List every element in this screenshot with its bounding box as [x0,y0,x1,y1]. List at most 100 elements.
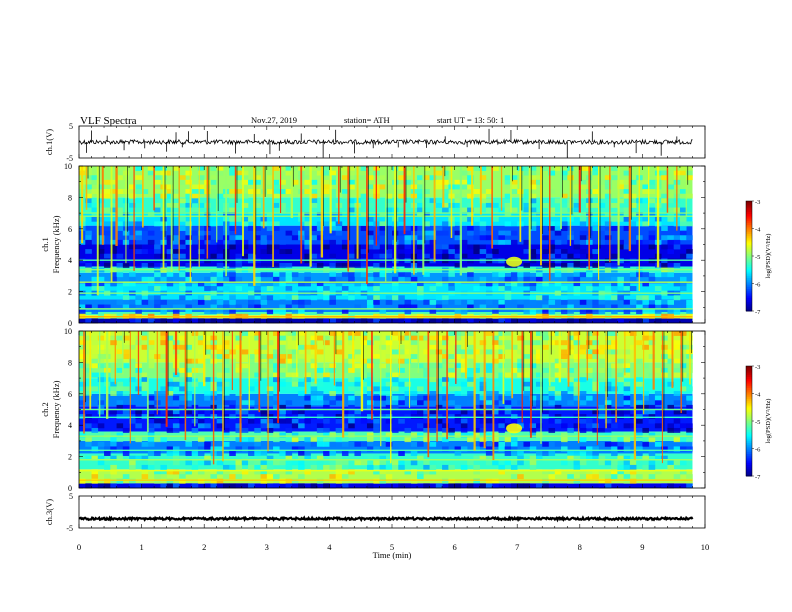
spectral-cell [648,304,656,310]
spectral-cell [642,318,649,324]
spectral-cell [254,381,261,387]
spectral-cell [498,304,505,310]
spectral-cell [329,193,336,199]
spectral-cell [435,184,443,190]
spectral-cell [116,212,124,218]
spectral-cell [636,363,643,369]
spectral-cell [266,249,274,255]
spectral-cell [542,235,549,241]
spectral-cell [129,304,136,310]
spectral-cell [548,391,556,396]
spectral-cell [304,175,311,181]
spectral-cell [423,335,430,341]
spectral-cell [535,276,543,282]
spectral-cell [116,170,124,176]
spectral-cell [567,276,574,282]
spectral-cell [392,377,399,383]
spectral-cell [122,349,130,355]
spectral-cell [479,249,487,255]
spectral-cell [417,363,424,369]
colorbar-segment [746,261,752,264]
spectral-cell [316,455,324,461]
spectral-cell [285,464,293,470]
spectral-cell [636,295,643,301]
spectral-cell [504,437,512,443]
spectral-cell [410,276,418,282]
spectral-cell [579,414,587,420]
colorbar-segment [746,252,752,255]
spectral-cell [561,286,568,291]
spectral-cell [91,212,99,218]
spectral-cell [110,189,117,195]
spectral-cell [166,239,174,245]
spectral-cell [248,216,255,222]
spectral-cell [567,451,574,456]
spectral-cell [229,272,236,278]
spectral-cell [504,432,512,438]
spectral-cell [241,170,249,176]
spectral-cell [329,276,336,282]
spectral-cell [654,441,662,447]
spectral-cell [97,344,105,350]
spectral-cell [623,395,631,401]
spectral-cell [323,404,330,410]
spectral-cell [629,253,637,259]
spectral-cell [260,295,268,301]
spectral-cell [366,404,374,410]
spectral-cell [166,386,174,392]
spectral-cell [417,474,424,480]
spectral-cell [636,318,643,324]
spectral-cell [648,235,656,241]
spectral-cell [166,469,174,475]
spectral-cell [110,281,117,287]
spectral-cell [442,230,449,236]
spectral-cell [366,432,374,438]
spectral-cell [454,349,462,355]
spectral-cell [686,221,693,227]
spectral-cell [473,409,480,415]
spectral-cell [523,193,531,199]
spectral-cell [291,335,299,341]
spectral-cell [191,318,199,324]
spectral-cell [598,483,606,489]
spectral-cell [335,427,343,433]
spectral-cell [291,460,299,466]
spectral-cell [686,404,693,410]
y-tick-label: -5 [66,524,73,533]
spectral-cell [448,276,455,282]
colorbar-segment [746,208,752,211]
spectral-cell [448,367,455,373]
colorbar-segment [746,241,752,244]
spectral-cell [147,212,155,218]
spectral-cell [172,372,180,378]
spectral-cell [623,189,631,195]
spectral-cell [316,464,324,470]
spectral-cell [648,464,656,470]
spectral-cell [179,404,186,410]
spectral-cell [573,262,581,268]
spectral-cell [329,262,336,268]
spectral-cell [85,437,92,443]
spectral-cell [504,295,512,301]
spectral-cell [504,193,512,199]
spectral-cell [135,414,142,420]
spectral-cell [310,437,318,443]
spectral-cell [561,340,568,346]
spectral-cell [329,216,336,222]
spectral-cell [567,344,574,350]
spectral-cell [623,331,631,336]
spectral-cell [529,349,537,355]
colorbar-segment [746,270,752,273]
spectral-cell [586,423,593,429]
spectral-cell [279,276,286,282]
spectral-cell [329,295,336,301]
spectral-cell [172,189,180,195]
spectral-cell [404,381,412,387]
spectral-cell [485,455,493,461]
spectral-cell [154,166,161,171]
y-axis-label-channel: ch.1 [40,237,50,251]
spectral-cell [304,367,311,373]
spectral-cell [592,354,599,360]
spectral-cell [279,414,286,420]
spectral-cell [467,377,474,383]
